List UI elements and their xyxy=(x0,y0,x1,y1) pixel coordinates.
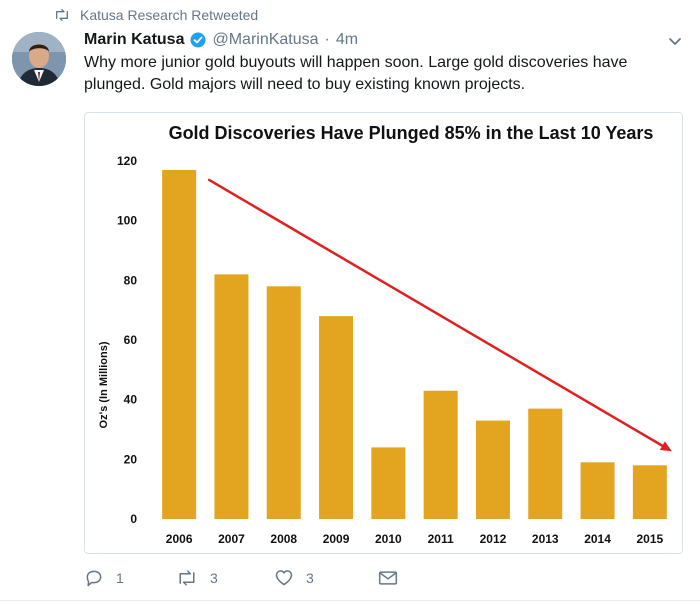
y-tick-label: 40 xyxy=(124,393,138,407)
direct-message-button[interactable] xyxy=(378,569,398,587)
like-count: 3 xyxy=(306,570,314,586)
retweet-context: Katusa Research Retweeted xyxy=(54,6,258,24)
x-tick-label: 2015 xyxy=(636,532,663,546)
bar-2010 xyxy=(371,447,406,519)
bar-2006 xyxy=(162,169,197,519)
tweet-header: Marin Katusa @MarinKatusa · 4m xyxy=(84,30,358,50)
x-tick-label: 2006 xyxy=(166,532,193,546)
bar-chart: Gold Discoveries Have Plunged 85% in the… xyxy=(98,123,672,546)
avatar[interactable] xyxy=(12,32,66,86)
author-name[interactable]: Marin Katusa xyxy=(84,31,185,48)
reply-count: 1 xyxy=(116,570,124,586)
retweet-context-label[interactable]: Katusa Research Retweeted xyxy=(80,7,259,23)
tweet-actions: 1 3 3 xyxy=(84,566,398,590)
bar-2015 xyxy=(632,465,667,519)
bar-2007 xyxy=(214,274,249,519)
y-tick-label: 80 xyxy=(124,273,138,287)
x-tick-label: 2012 xyxy=(480,532,507,546)
chart-title: Gold Discoveries Have Plunged 85% in the… xyxy=(169,123,654,143)
y-tick-label: 60 xyxy=(124,333,138,347)
x-tick-label: 2009 xyxy=(323,532,350,546)
heart-icon xyxy=(275,570,293,586)
x-tick-label: 2014 xyxy=(584,532,611,546)
y-tick-label: 0 xyxy=(130,512,137,526)
y-tick-label: 20 xyxy=(124,452,138,466)
retweet-button[interactable]: 3 xyxy=(176,568,274,588)
x-tick-label: 2013 xyxy=(532,532,559,546)
y-tick-label: 100 xyxy=(117,214,137,228)
x-tick-label: 2007 xyxy=(218,532,245,546)
tweet-timestamp[interactable]: 4m xyxy=(335,31,359,48)
envelope-icon xyxy=(378,571,398,585)
chevron-down-icon[interactable] xyxy=(668,34,682,52)
verified-badge-icon xyxy=(190,32,206,48)
tweet-divider xyxy=(0,600,700,601)
bar-2014 xyxy=(580,462,615,519)
bar-2011 xyxy=(423,390,458,519)
bar-2009 xyxy=(319,316,354,519)
reply-icon xyxy=(86,570,102,587)
bar-2008 xyxy=(266,286,301,519)
bar-2012 xyxy=(475,420,510,519)
author-handle[interactable]: @MarinKatusa xyxy=(212,31,319,48)
y-axis-label: Oz's (In Millions) xyxy=(98,341,110,428)
chart-image-card[interactable]: Gold Discoveries Have Plunged 85% in the… xyxy=(84,112,683,554)
x-tick-label: 2008 xyxy=(270,532,297,546)
retweet-count: 3 xyxy=(210,570,218,586)
like-button[interactable]: 3 xyxy=(274,568,378,588)
header-separator: · xyxy=(324,31,330,48)
retweet-context-icon xyxy=(56,9,68,22)
trend-arrow-head xyxy=(659,441,672,452)
tweet-text: Why more junior gold buyouts will happen… xyxy=(84,54,628,93)
x-tick-label: 2011 xyxy=(428,532,454,546)
x-tick-label: 2010 xyxy=(375,532,402,546)
bar-2013 xyxy=(528,408,563,519)
trend-arrow xyxy=(207,178,664,447)
y-tick-label: 120 xyxy=(117,154,137,168)
retweet-icon xyxy=(179,570,195,586)
reply-button[interactable]: 1 xyxy=(84,568,176,588)
